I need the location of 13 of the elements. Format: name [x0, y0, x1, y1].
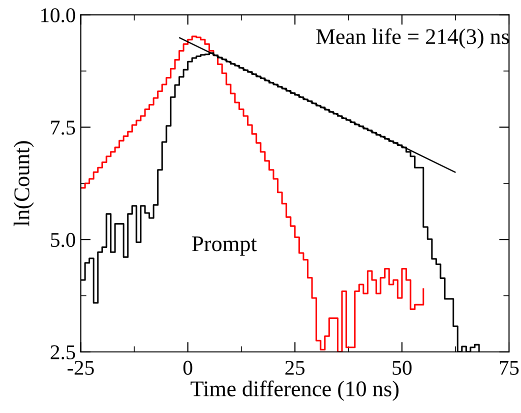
x-tick-label: 75	[500, 361, 519, 375]
y-tick-label: 5.0	[51, 232, 76, 248]
y-tick-label: 7.5	[51, 120, 76, 135]
x-axis-title: Time difference (10 ns)	[190, 380, 399, 401]
x-tick-label: 0	[183, 360, 192, 375]
x-tick-label: 25	[285, 360, 304, 375]
x-tick-label: 50	[392, 360, 412, 375]
y-tick-label: 2.5	[50, 345, 76, 360]
y-axis-title: ln(Count)	[14, 141, 34, 226]
annotation: Prompt	[192, 236, 257, 256]
annotation: Mean life = 214(3) ns	[316, 28, 509, 49]
x-tick-label: -25	[68, 360, 94, 375]
y-tick-label: 10.0	[41, 8, 76, 22]
